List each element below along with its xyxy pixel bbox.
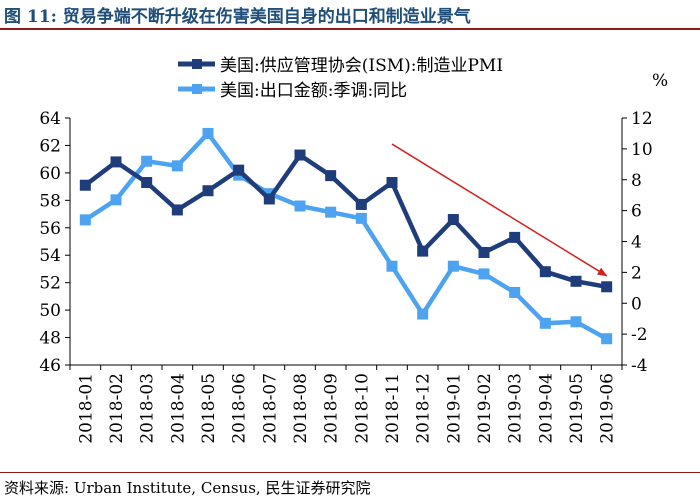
x-axis-tick-label: 2019-01 [444,373,464,444]
left-axis-tick-label: 62 [39,136,61,156]
data-point-export [79,214,91,226]
data-point-export [294,200,306,212]
x-axis-tick-label: 2019-02 [475,373,495,444]
data-point-pmi [447,214,459,226]
data-point-pmi [325,170,337,182]
legend-label-export: 美国:出口金额:季调:同比 [220,81,407,101]
data-point-export [202,127,214,139]
left-axis-tick-label: 48 [39,329,61,349]
legend-entry-pmi: 美国:供应管理协会(ISM):制造业PMI [178,56,503,76]
left-axis-tick-label: 64 [39,109,61,129]
x-axis-tick-label: 2018-05 [199,373,219,444]
x-axis-tick-label: 2019-06 [598,373,618,444]
data-point-pmi [202,185,214,197]
x-axis-tick-label: 2018-03 [138,373,158,444]
left-axis-tick-label: 54 [39,246,61,266]
x-axis-tick-label: 2018-11 [383,373,403,444]
right-axis-tick-label: -4 [631,356,648,376]
x-axis-tick-label: 2018-09 [322,373,342,444]
data-point-export [478,268,490,280]
right-axis-tick-label: 2 [631,263,642,283]
x-axis-tick-label: 2018-02 [107,373,127,444]
right-axis-tick-label: 4 [631,233,642,253]
legend-marker-pmi [192,59,202,69]
left-axis-tick-label: 52 [39,274,61,294]
x-axis-tick-label: 2018-10 [352,373,372,444]
right-axis-tick-label: -2 [631,325,648,345]
data-point-pmi [79,179,91,191]
data-point-export [570,316,582,328]
data-point-export [539,317,551,329]
series-line-export [84,131,608,341]
legend: 美国:供应管理协会(ISM):制造业PMI 美国:出口金额:季调:同比 [178,56,503,101]
data-point-export [171,160,183,172]
series-export [79,127,613,345]
left-axis-tick-label: 56 [39,219,61,239]
data-point-pmi [141,176,153,188]
data-point-export [447,260,459,272]
axes: 46485052545658606264-4-20246810122018-01… [39,109,652,444]
series-line-pmi [83,152,608,290]
right-axis-tick-label: 12 [631,109,653,129]
right-axis-tick-label: 10 [631,140,653,160]
data-point-pmi [233,164,245,176]
data-point-pmi [386,176,398,188]
data-point-pmi [601,281,613,293]
legend-entry-export: 美国:出口金额:季调:同比 [178,81,407,101]
footer-divider [0,472,700,473]
left-axis-tick-label: 58 [39,191,61,211]
trend-annotation [391,143,608,277]
data-point-pmi [294,149,306,161]
data-point-pmi [171,204,183,216]
data-point-export [110,194,122,206]
data-point-export [386,260,398,272]
right-axis-tick-label: 8 [631,171,642,191]
x-axis-tick-label: 2018-01 [76,373,96,444]
legend-marker-export [192,84,202,94]
data-point-export [325,206,337,218]
data-point-pmi [539,266,551,278]
data-point-export [417,308,429,320]
data-point-export [141,155,153,167]
x-axis-tick-label: 2019-04 [536,373,556,444]
data-point-pmi [110,156,122,168]
data-point-pmi [263,193,275,205]
left-axis-tick-label: 46 [39,356,61,376]
right-axis-tick-label: 0 [631,294,642,314]
x-axis-tick-label: 2018-07 [260,373,280,444]
x-axis-tick-label: 2019-05 [567,373,587,444]
x-axis-tick-label: 2018-08 [291,373,311,444]
data-point-export [355,212,367,224]
trend-arrow [391,143,608,277]
x-axis-tick-label: 2018-06 [230,373,250,444]
data-point-pmi [478,246,490,258]
x-axis-tick-label: 2019-03 [506,373,526,444]
right-axis-tick-label: 6 [631,202,642,222]
source-note: 资料来源: Urban Institute, Census, 民生证券研究院 [4,479,371,497]
data-point-export [601,333,613,345]
chart-canvas: 美国:供应管理协会(ISM):制造业PMI 美国:出口金额:季调:同比 % 46… [39,56,668,444]
data-point-pmi [355,198,367,210]
series-pmi [79,149,613,293]
data-point-pmi [417,245,429,257]
chart-title: 图 11: 贸易争端不断升级在伤害美国自身的出口和制造业景气 [4,7,471,27]
left-axis-tick-label: 50 [39,301,61,321]
data-point-pmi [570,275,582,287]
right-axis-unit: % [652,71,668,91]
title-divider [0,28,700,30]
data-point-pmi [509,231,521,243]
left-axis-tick-label: 60 [39,164,61,184]
legend-label-pmi: 美国:供应管理协会(ISM):制造业PMI [220,56,503,76]
x-axis-tick-label: 2018-04 [168,373,188,444]
x-axis-tick-label: 2018-12 [414,373,434,444]
data-point-export [509,286,521,298]
